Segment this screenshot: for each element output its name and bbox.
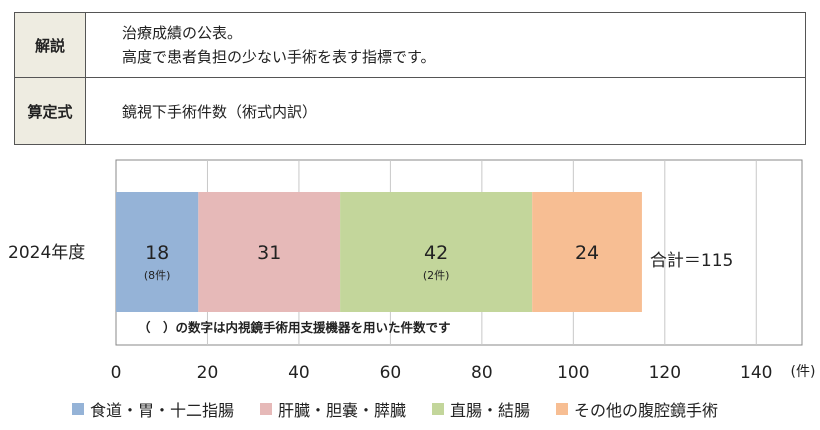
x-tick-label-4: 80 bbox=[471, 363, 493, 383]
data-sub-label-0: (8件) bbox=[144, 269, 171, 282]
data-sub-label-2: (2件) bbox=[423, 269, 450, 282]
x-tick-label-6: 120 bbox=[649, 363, 681, 383]
legend-item-1: 肝臓・胆嚢・膵臓 bbox=[260, 397, 406, 421]
x-unit-label: (件) bbox=[791, 364, 816, 380]
x-tick-label-0: 0 bbox=[111, 363, 122, 383]
desc-label: 解説 bbox=[14, 12, 86, 78]
data-label-2: 42 bbox=[424, 242, 448, 264]
data-label-3: 24 bbox=[575, 242, 599, 264]
desc-line-1: 治療成績の公表。 bbox=[122, 24, 243, 42]
legend-swatch-2 bbox=[432, 403, 445, 415]
x-tick-label-7: 140 bbox=[740, 363, 772, 383]
formula-text: 鏡視下手術件数（術式内訳） bbox=[85, 77, 806, 145]
chart-note: （ ）の数字は内視鏡手術用支援機器を用いた件数です bbox=[138, 320, 451, 335]
bar-segment-2 bbox=[340, 192, 533, 312]
bar-segment-0 bbox=[116, 192, 199, 312]
bar-segment-3 bbox=[532, 192, 642, 312]
formula-label: 算定式 bbox=[14, 77, 86, 145]
legend-label-0: 食道・胃・十二指腸 bbox=[90, 401, 235, 420]
info-table: 解説 治療成績の公表。 高度で患者負担の少ない手術を表す指標です。 算定式 鏡視… bbox=[14, 12, 806, 145]
legend-label-3: その他の腹腔鏡手術 bbox=[574, 401, 719, 420]
desc-text: 治療成績の公表。 高度で患者負担の少ない手術を表す指標です。 bbox=[85, 12, 806, 78]
bar-segment-1 bbox=[198, 192, 341, 312]
x-tick-label-5: 100 bbox=[557, 363, 589, 383]
legend: 食道・胃・十二指腸 肝臓・胆嚢・膵臓 直腸・結腸 その他の腹腔鏡手術 bbox=[72, 396, 744, 422]
stacked-bar-chart: 0 20 40 60 80 100 120 140 (件) 18 (8件) 31 42 (2件) 24 202… bbox=[8, 159, 816, 383]
legend-swatch-3 bbox=[556, 403, 569, 415]
desc-line-2: 高度で患者負担の少ない手術を表す指標です。 bbox=[122, 48, 436, 66]
x-tick-label-3: 60 bbox=[380, 363, 402, 383]
legend-swatch-0 bbox=[72, 403, 84, 415]
legend-item-0: 食道・胃・十二指腸 bbox=[72, 397, 234, 421]
total-label: 合計＝115 bbox=[650, 251, 733, 271]
x-tick-label-2: 40 bbox=[288, 363, 310, 383]
x-tick-label-1: 20 bbox=[197, 363, 219, 383]
legend-item-3: その他の腹腔鏡手術 bbox=[556, 397, 718, 421]
legend-item-2: 直腸・結腸 bbox=[432, 397, 530, 421]
legend-swatch-1 bbox=[260, 403, 273, 415]
legend-label-1: 肝臓・胆嚢・膵臓 bbox=[278, 401, 407, 420]
data-label-1: 31 bbox=[257, 242, 281, 264]
legend-label-2: 直腸・結腸 bbox=[450, 401, 531, 420]
data-label-0: 18 bbox=[145, 242, 169, 264]
category-label-0: 2024年度 bbox=[8, 243, 85, 263]
